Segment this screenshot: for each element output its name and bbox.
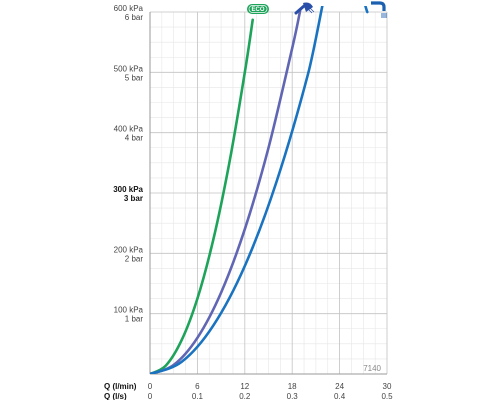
x-axis-labels: Q (l/min) Q (l/s) 0 6 12 18 24 30 0 0.1 0.2 0.3 0.… (104, 382, 393, 400)
major-grid (149, 11, 388, 375)
y-tick-label-bar: 4 bar (125, 134, 144, 143)
series-curves (150, 6, 369, 374)
x-tick-label-ls: 0.5 (381, 392, 393, 400)
series-line-hand-shower (150, 9, 302, 374)
y-tick-label-kpa: 300 kPa (113, 185, 143, 194)
x-tick-label-lmin: 12 (240, 382, 249, 391)
y-tick-label-kpa: 400 kPa (114, 125, 144, 134)
y-tick-label-bar: 2 bar (125, 254, 144, 263)
y-tick-label-bar: 1 bar (125, 315, 144, 324)
y-tick-label-kpa: 500 kPa (114, 64, 144, 73)
series-line-bath-spout (150, 6, 369, 374)
x-tick-label-ls: 0.1 (192, 392, 204, 400)
series-icons: ECO (247, 1, 387, 18)
x-tick-label-lmin: 24 (335, 382, 344, 391)
y-tick-label-kpa: 600 kPa (114, 4, 144, 13)
x-tick-label-lmin: 30 (383, 382, 392, 391)
x-tick-label-ls: 0.4 (334, 392, 346, 400)
x-tick-label-lmin: 0 (148, 382, 153, 391)
eco-badge-icon: ECO (247, 4, 269, 14)
eco-badge-label: ECO (251, 7, 264, 13)
x-tick-label-lmin: 18 (288, 382, 297, 391)
x-tick-label-ls: 0.2 (239, 392, 251, 400)
hand-shower-icon (294, 2, 315, 15)
series-line-eco-badge (150, 18, 254, 374)
y-tick-label-bar: 3 bar (124, 194, 143, 203)
x-tick-label-lmin: 6 (195, 382, 200, 391)
y-tick-label-kpa: 100 kPa (114, 306, 144, 315)
bath-spout-icon (371, 1, 387, 18)
chart-code-label: 7140 (363, 364, 381, 373)
x-secondary-axis-label: Q (l/s) (104, 392, 127, 400)
x-tick-label-ls: 0.3 (287, 392, 299, 400)
y-tick-label-bar: 6 bar (125, 13, 144, 22)
x-tick-label-ls: 0 (148, 392, 153, 400)
x-primary-axis-label: Q (l/min) (104, 382, 137, 391)
y-tick-label-kpa: 200 kPa (114, 245, 144, 254)
y-tick-label-bar: 5 bar (125, 73, 144, 82)
